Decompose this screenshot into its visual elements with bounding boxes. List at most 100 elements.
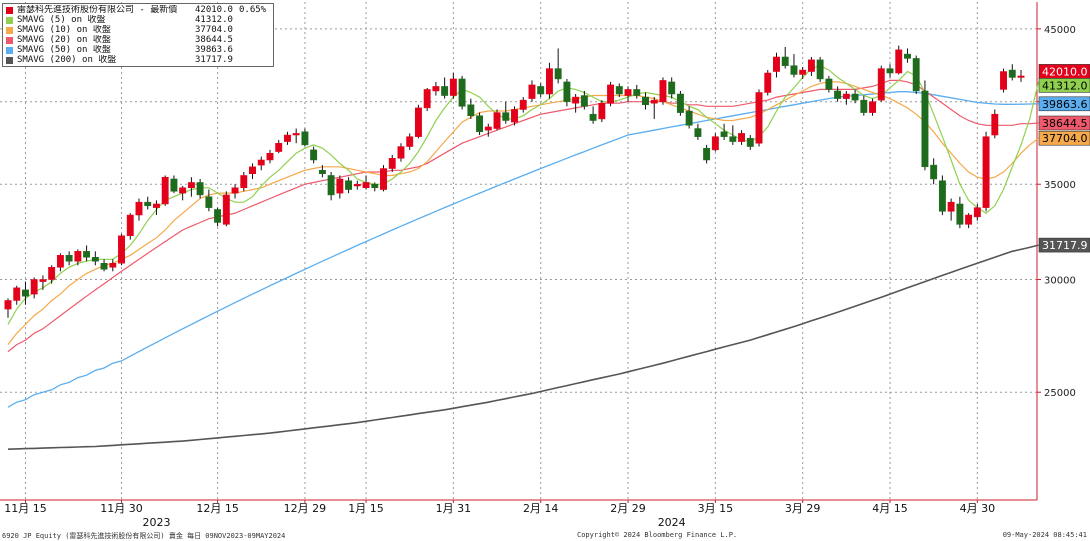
candle (685, 106, 693, 129)
candle-body (921, 90, 929, 168)
x-tick-label: 3月 15 (698, 502, 734, 515)
candle (1008, 64, 1016, 81)
candle (388, 154, 396, 172)
candle (511, 106, 518, 126)
candle-body (659, 80, 667, 102)
sma50-line (7, 91, 1039, 408)
candle (74, 249, 82, 266)
candle-body (528, 84, 536, 99)
candle-body (22, 289, 29, 297)
legend-name: SMAVG (200) on 收盤 (17, 55, 117, 65)
footer-copyright: Copyright© 2024 Bloomberg Finance L.P. (577, 531, 738, 539)
candle-body (869, 101, 876, 113)
candle (851, 89, 859, 104)
candle-body (100, 263, 108, 270)
candle (353, 180, 361, 190)
candle (790, 54, 798, 78)
footer-timestamp: 09-May-2024 08:45:41 (1002, 531, 1087, 539)
candle (825, 75, 833, 93)
candle-body (353, 183, 361, 187)
candle-body (493, 112, 501, 129)
candle-body (39, 279, 47, 282)
candle (930, 158, 938, 185)
candle-body (310, 149, 318, 161)
candle-body (860, 99, 868, 113)
candle-body (615, 86, 623, 95)
candle-body (834, 90, 842, 99)
candle (266, 149, 274, 164)
candle (13, 285, 21, 305)
candle-body (336, 178, 344, 194)
candle (886, 64, 894, 78)
candle (773, 52, 780, 78)
candle (493, 109, 501, 131)
price-tag-bg (1038, 78, 1090, 93)
candle-body (877, 68, 885, 101)
candle-body (580, 95, 588, 107)
candle (484, 123, 492, 137)
candle (91, 251, 99, 266)
candle (275, 139, 283, 154)
candle (764, 70, 772, 96)
legend-name: 雷瑟科先進技術股份有限公司 - 最新價 (17, 5, 178, 15)
candle (572, 94, 580, 113)
candle (956, 196, 964, 229)
legend-row-sma10: SMAVG (10) on 收盤 37704.0 (6, 25, 269, 35)
candle (362, 175, 370, 190)
x-tick-label: 4月 30 (960, 502, 996, 515)
candle-body (484, 126, 492, 131)
candle (135, 198, 143, 221)
candle-body (886, 68, 894, 74)
candle (423, 87, 431, 112)
candle-body (423, 89, 431, 109)
candle-body (231, 187, 239, 194)
candle-body (170, 178, 178, 192)
candle-body (764, 72, 772, 93)
legend-value: 39863.6 (195, 45, 233, 55)
candle (301, 128, 309, 147)
price-tag: 31717.9 (1038, 237, 1090, 253)
candle (161, 175, 169, 206)
candle (633, 84, 641, 99)
candle-body (257, 159, 265, 166)
candle (65, 251, 73, 266)
y-tick-label: 35000 (1044, 180, 1076, 191)
candle (327, 171, 335, 201)
candle (126, 213, 134, 240)
candle-body (773, 56, 780, 72)
price-tag-bg (1038, 115, 1090, 131)
legend-value: 37704.0 (195, 25, 233, 35)
sma5-line (7, 65, 1040, 325)
candle (30, 277, 38, 299)
candle-body (851, 93, 859, 101)
price-tag-label: 37704.0 (1042, 132, 1088, 145)
candle (694, 123, 702, 140)
candle-body (91, 257, 99, 262)
legend-value: 38644.5 (195, 35, 233, 45)
candle-body (327, 175, 335, 196)
y-tick-label: 25000 (1044, 388, 1076, 399)
candle-body (214, 209, 222, 223)
candle-body (161, 176, 169, 205)
candle (912, 55, 920, 95)
candle (519, 97, 527, 113)
candle (458, 75, 466, 110)
candle (48, 265, 56, 284)
candle-body (126, 214, 134, 237)
candle-body (275, 142, 283, 152)
candle-body (153, 203, 160, 208)
candle (467, 98, 475, 119)
candle (222, 191, 230, 227)
price-tag-label: 42010.0 (1042, 65, 1088, 78)
candle-body (292, 133, 300, 136)
candle (711, 133, 719, 152)
candle-body (607, 84, 615, 104)
candle (345, 177, 353, 194)
candle-body (676, 93, 684, 113)
candle (196, 178, 204, 199)
sma20-line (7, 79, 1039, 353)
price-tag-bg (1038, 237, 1090, 253)
candle-body (563, 81, 571, 102)
candle (4, 298, 12, 318)
candle (842, 90, 850, 105)
